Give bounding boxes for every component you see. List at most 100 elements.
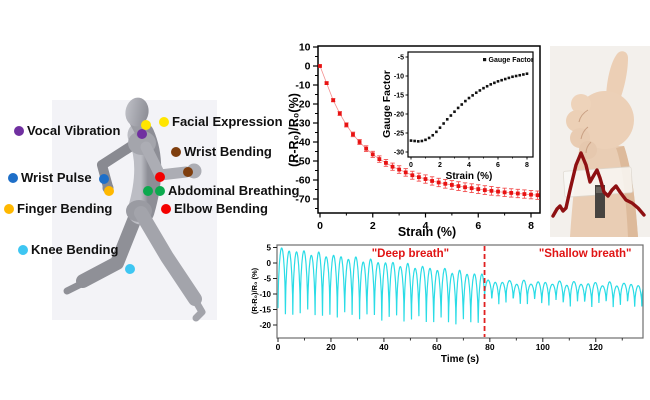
svg-text:-15: -15 — [394, 93, 404, 100]
photo-knuckle — [571, 94, 591, 114]
body-label-text: Finger Bending — [17, 201, 113, 216]
svg-text:0: 0 — [267, 259, 272, 268]
breathing-axes: 5 0 -5 -10 -15 -20 0 20 40 60 80 100 120 Time (s) (R-R… — [250, 243, 644, 365]
svg-text:Strain (%): Strain (%) — [398, 225, 456, 239]
svg-text:-60: -60 — [295, 175, 310, 187]
svg-text:-30: -30 — [394, 150, 404, 157]
svg-text:(R-R₀)/R₀ (%): (R-R₀)/R₀ (%) — [250, 267, 259, 314]
body-label-elbow-bending: Elbow Bending — [161, 202, 268, 215]
body-label-text: Wrist Bending — [184, 144, 272, 159]
svg-text:-20: -20 — [295, 99, 310, 111]
body-label-text: Wrist Pulse — [21, 170, 92, 185]
wrist-pulse-dot-icon — [8, 172, 18, 183]
svg-text:Strain (%): Strain (%) — [446, 171, 493, 182]
body-label-abdominal-breathing: Abdominal Breathing — [155, 184, 299, 197]
wrist-pulse-photo — [550, 46, 650, 237]
svg-text:Gauge Factor: Gauge Factor — [489, 57, 534, 64]
svg-text:10: 10 — [299, 42, 311, 54]
gauge-factor-inset: -5 -10 -15 -20 -25 -30 0 2 4 6 8 Strain (%) Gauge Fa… — [381, 51, 534, 182]
photo-sensor-chip — [595, 185, 605, 218]
svg-text:8: 8 — [528, 220, 534, 232]
body-dot-abdominal-breathing — [143, 186, 153, 196]
svg-text:0: 0 — [305, 61, 311, 73]
vocal-vibration-dot-icon — [14, 125, 24, 136]
body-dot-facial-expression — [141, 120, 151, 130]
svg-text:0: 0 — [276, 342, 281, 352]
figure-forward-foot — [191, 296, 206, 322]
svg-text:(R-R₀)/R₀(%): (R-R₀)/R₀(%) — [288, 93, 301, 167]
svg-text:-5: -5 — [398, 55, 404, 62]
figure-trailing-foot — [63, 279, 87, 295]
body-label-facial-expression: Facial Expression — [159, 115, 283, 128]
svg-text:20: 20 — [326, 342, 336, 352]
svg-text:60: 60 — [432, 342, 442, 352]
breathing-waveform — [277, 247, 643, 325]
svg-text:2: 2 — [438, 162, 442, 169]
body-label-text: Vocal Vibration — [27, 123, 121, 138]
figure-forward-leg — [134, 206, 202, 306]
photo-finger-crease — [585, 141, 592, 154]
body-dot-elbow-bending — [155, 172, 165, 182]
pulse-waveform — [551, 151, 646, 218]
photo-thumb — [606, 51, 628, 102]
finger-bending-dot-icon — [4, 203, 14, 214]
svg-text:Gauge Factor: Gauge Factor — [381, 70, 393, 138]
wrist-bending-dot-icon — [171, 146, 181, 157]
photo-sensor-chip-highlight — [596, 187, 604, 193]
body-label-vocal-vibration: Vocal Vibration — [14, 124, 120, 137]
legend-marker — [483, 58, 487, 62]
svg-text:-10: -10 — [259, 290, 271, 299]
body-label-text: Knee Bending — [31, 242, 119, 257]
svg-text:-10: -10 — [295, 80, 310, 92]
body-label-text: Elbow Bending — [174, 201, 268, 216]
svg-text:Time (s): Time (s) — [441, 354, 479, 365]
photo-finger-crease — [578, 109, 589, 123]
svg-text:6: 6 — [475, 220, 481, 232]
svg-text:-20: -20 — [394, 112, 404, 119]
body-dot-finger-bending — [104, 186, 114, 196]
elbow-bending-dot-icon — [161, 203, 171, 214]
knee-bending-dot-icon — [18, 244, 28, 255]
svg-text:-20: -20 — [259, 321, 271, 330]
strain-series — [318, 64, 540, 200]
body-label-text: Facial Expression — [172, 114, 283, 129]
svg-text:-15: -15 — [259, 305, 271, 314]
svg-text:0: 0 — [409, 162, 413, 169]
body-dot-vocal-vibration — [137, 129, 147, 139]
svg-text:0: 0 — [317, 220, 323, 232]
svg-text:-10: -10 — [394, 74, 404, 81]
svg-text:4: 4 — [467, 162, 471, 169]
svg-text:4: 4 — [423, 220, 429, 232]
facial-expression-dot-icon — [159, 116, 169, 127]
body-label-text: Abdominal Breathing — [168, 183, 300, 198]
svg-text:120: 120 — [589, 342, 603, 352]
figure-trailing-leg — [76, 206, 144, 288]
svg-text:-5: -5 — [264, 274, 272, 283]
svg-text:6: 6 — [496, 162, 500, 169]
body-label-wrist-pulse: Wrist Pulse — [8, 171, 92, 184]
photo-knuckle — [579, 141, 597, 159]
body-label-knee-bending: Knee Bending — [18, 243, 118, 256]
svg-text:80: 80 — [485, 342, 495, 352]
svg-text:"Deep breath": "Deep breath" — [372, 248, 449, 260]
svg-text:-30: -30 — [295, 118, 310, 130]
body-label-finger-bending: Finger Bending — [4, 202, 112, 215]
svg-text:-70: -70 — [295, 194, 310, 206]
breathing-chart: 5 0 -5 -10 -15 -20 0 20 40 60 80 100 120 Time (s) (R-R… — [250, 243, 644, 365]
body-dot-knee-bending — [125, 264, 135, 274]
body-label-wrist-bending: Wrist Bending — [171, 145, 272, 158]
svg-text:-40: -40 — [295, 137, 310, 149]
svg-text:100: 100 — [536, 342, 550, 352]
svg-text:8: 8 — [525, 162, 529, 169]
figure-head — [125, 97, 149, 127]
svg-text:5: 5 — [267, 243, 272, 252]
svg-text:-50: -50 — [295, 156, 310, 168]
photo-knuckle — [566, 110, 588, 132]
svg-text:40: 40 — [379, 342, 389, 352]
body-dot-wrist-bending — [183, 167, 193, 177]
abdominal-breathing-dot-icon — [155, 185, 165, 196]
svg-text:"Shallow breath": "Shallow breath" — [539, 248, 632, 260]
